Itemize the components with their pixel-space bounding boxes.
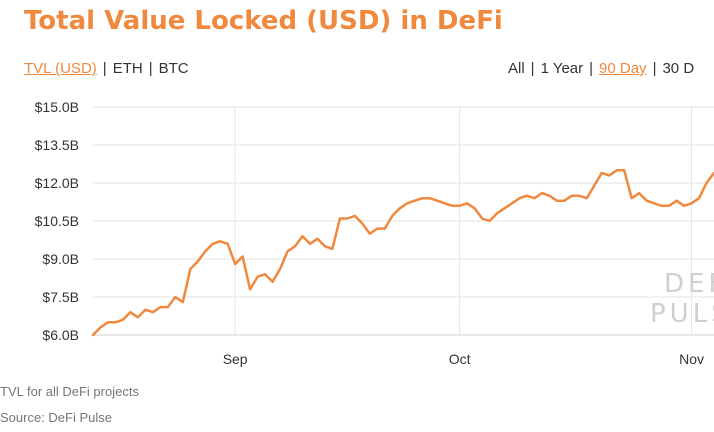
y-tick-label: $13.5B — [35, 137, 79, 153]
y-tick-label: $10.5B — [35, 213, 79, 229]
series-line-tvl — [91, 169, 714, 337]
tab-separator: | — [148, 60, 153, 77]
y-axis: $6.0B $7.5B $9.0B $10.5B $12.0B $13.5B $15.0B — [35, 99, 79, 343]
defi-pulse-watermark: DEFI PULSE — [650, 269, 714, 329]
tab-all[interactable]: All — [508, 60, 525, 77]
x-tick-label: Sep — [223, 351, 248, 367]
tab-separator: | — [102, 60, 107, 77]
x-tick-label: Oct — [449, 351, 471, 367]
y-tick-label: $15.0B — [35, 99, 79, 115]
y-tick-label: $9.0B — [42, 251, 79, 267]
x-axis: Sep Oct Nov — [93, 334, 714, 367]
chart-caption: TVL for all DeFi projects — [0, 384, 139, 399]
watermark-line-1: DEFI — [664, 269, 714, 299]
page-title: Total Value Locked (USD) in DeFi — [24, 6, 503, 36]
tvl-line-chart: $6.0B$7.5B$9.0B$10.5B$12.0B$13.5B$15.0B … — [35, 99, 714, 367]
tab-tvl-usd[interactable]: TVL (USD) — [24, 60, 97, 77]
y-tick-label: $7.5B — [42, 289, 79, 305]
chart-gridlines — [93, 106, 714, 336]
range-tabs: All | 1 Year | 90 Day | 30 D — [508, 60, 694, 77]
watermark-line-2: PULSE — [650, 299, 714, 329]
series-tvl — [91, 169, 714, 337]
tab-separator: | — [589, 60, 594, 77]
y-tick-label: $12.0B — [35, 175, 79, 191]
tab-30-day[interactable]: 30 D — [662, 60, 695, 77]
tab-eth[interactable]: ETH — [112, 60, 143, 77]
tab-btc[interactable]: BTC — [158, 60, 189, 77]
tab-separator: | — [530, 60, 535, 77]
tab-separator: | — [652, 60, 657, 77]
y-tick-label: $6.0B — [42, 327, 79, 343]
chart-source: Source: DeFi Pulse — [0, 410, 112, 425]
tab-90-day[interactable]: 90 Day — [599, 60, 647, 77]
x-tick-label: Nov — [679, 351, 704, 367]
currency-tabs: TVL (USD) | ETH | BTC — [24, 60, 189, 77]
tab-1-year[interactable]: 1 Year — [540, 60, 584, 77]
